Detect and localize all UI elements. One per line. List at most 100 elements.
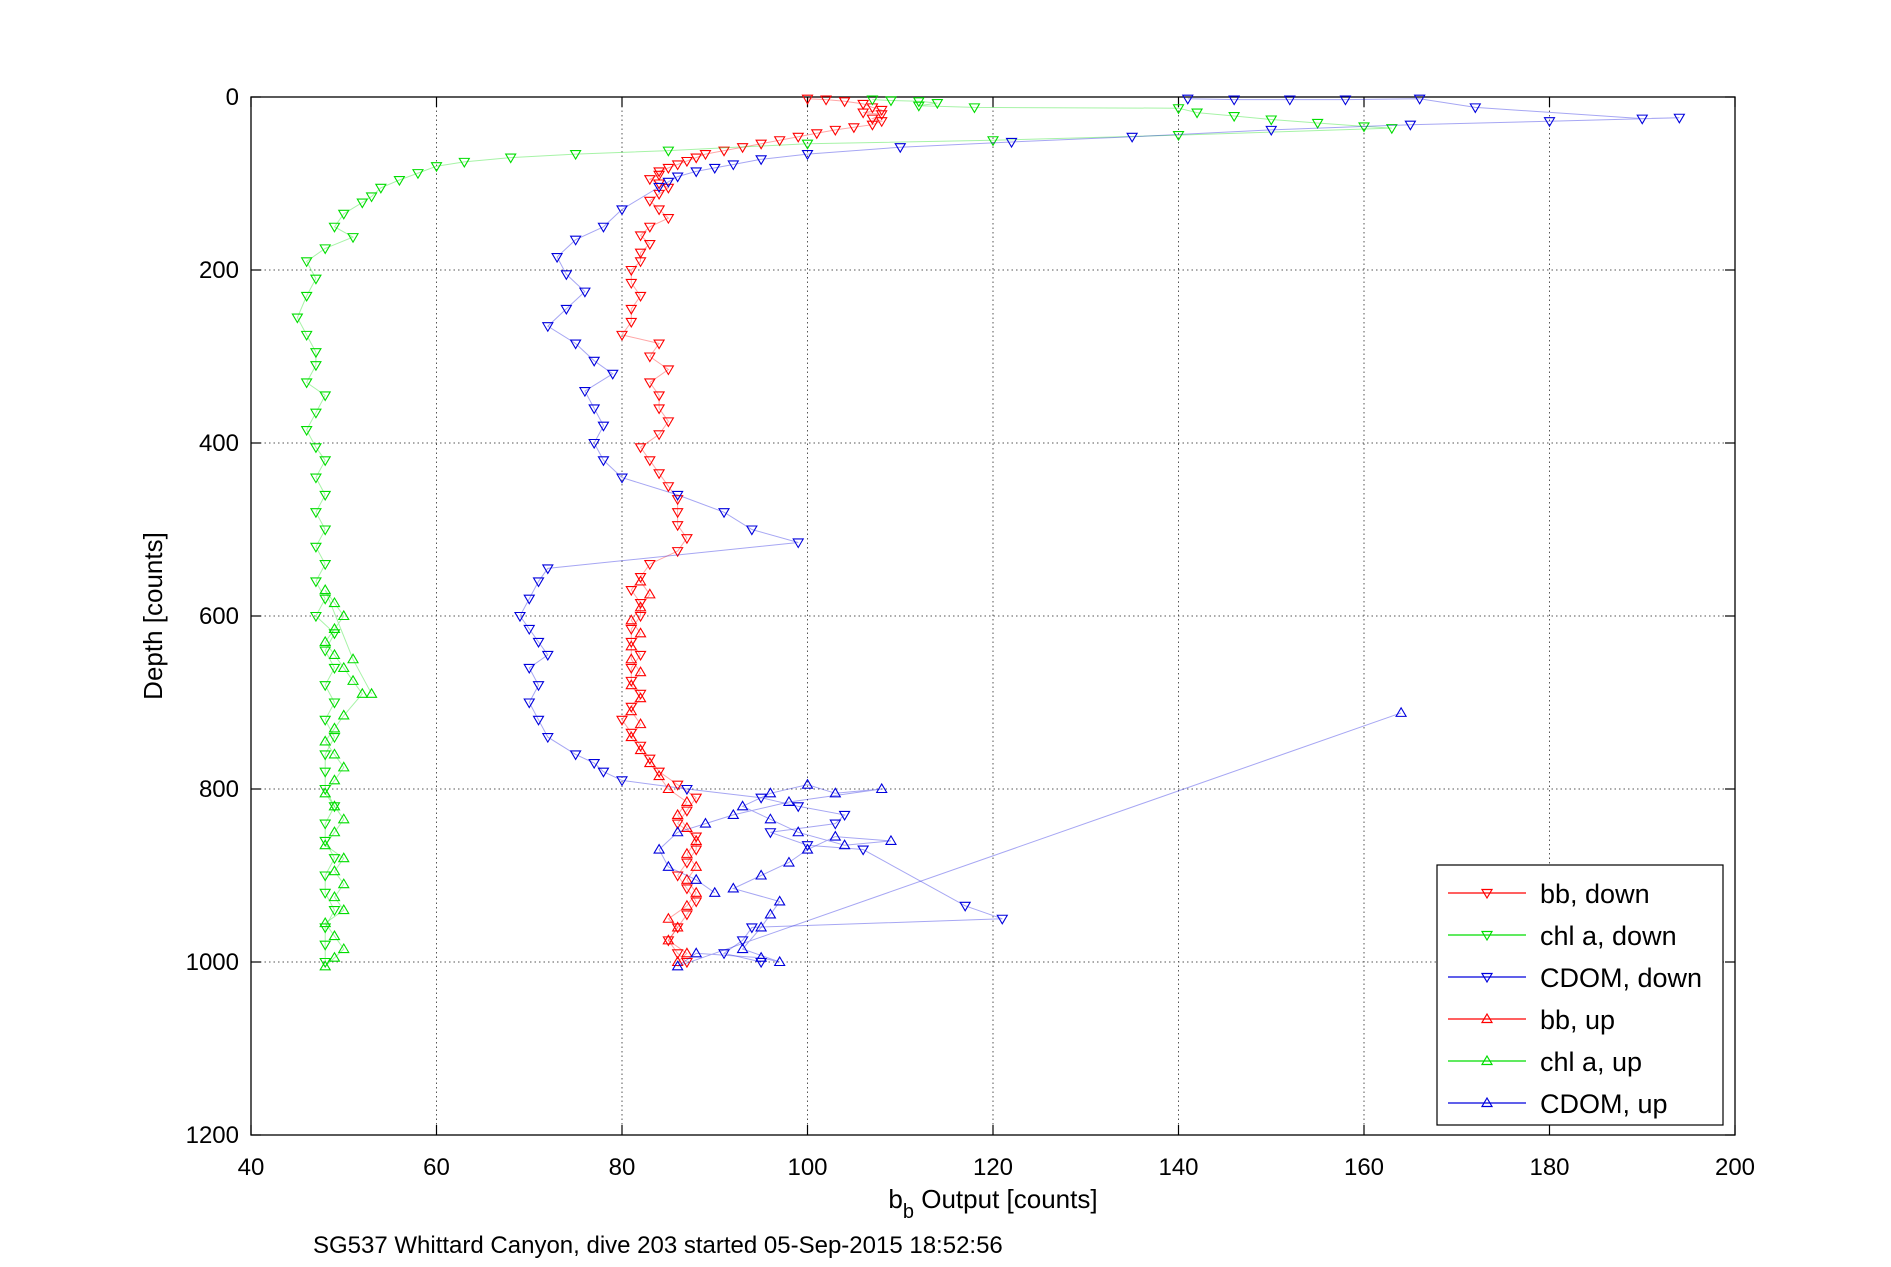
data-point xyxy=(718,508,730,519)
y-tick-label: 1000 xyxy=(186,949,239,976)
data-point xyxy=(625,676,638,687)
data-point xyxy=(653,179,666,190)
data-point xyxy=(356,198,369,209)
data-point xyxy=(625,653,638,664)
data-point xyxy=(1469,103,1482,114)
x-tick-label: 180 xyxy=(1529,1154,1569,1181)
data-point xyxy=(680,534,693,545)
data-point xyxy=(328,826,341,837)
data-point xyxy=(680,806,693,817)
data-point xyxy=(337,942,350,954)
data-point xyxy=(374,183,387,194)
data-point xyxy=(801,150,814,161)
legend-items: bb, down chl a, down CDOM, down bb, up chl a… xyxy=(1448,879,1702,1119)
data-point xyxy=(755,139,768,150)
x-tick-label: 80 xyxy=(609,1154,636,1181)
x-tick-label: 200 xyxy=(1715,1154,1755,1181)
data-point xyxy=(1673,113,1686,124)
data-point xyxy=(801,94,814,105)
data-point xyxy=(634,611,647,623)
data-point xyxy=(690,793,703,804)
data-point xyxy=(634,666,647,677)
data-point xyxy=(328,865,341,876)
data-point xyxy=(736,800,749,811)
data-point xyxy=(560,304,573,316)
data-point xyxy=(634,575,647,586)
y-tick-label: 600 xyxy=(199,603,239,630)
data-point xyxy=(643,756,656,768)
data-point xyxy=(662,163,675,175)
data-point xyxy=(328,698,341,709)
data-point xyxy=(625,317,638,328)
data-point xyxy=(300,257,313,268)
data-point xyxy=(1404,120,1417,131)
data-point xyxy=(690,947,703,958)
data-point xyxy=(616,776,628,787)
data-point xyxy=(319,871,332,882)
data-point xyxy=(625,705,638,716)
data-point xyxy=(365,192,378,203)
data-point xyxy=(727,808,740,820)
data-point xyxy=(690,167,703,178)
data-point xyxy=(671,960,684,971)
data-point xyxy=(643,196,656,207)
data-point xyxy=(866,120,879,131)
data-point xyxy=(782,795,795,807)
data-point xyxy=(690,834,703,845)
data-point xyxy=(365,687,378,698)
x-tick-label: 140 xyxy=(1158,1154,1198,1181)
data-point xyxy=(458,157,471,168)
data-point xyxy=(690,860,703,871)
data-point xyxy=(411,169,424,180)
data-point xyxy=(625,637,638,649)
data-point xyxy=(755,155,768,166)
data-point xyxy=(337,852,350,863)
legend-marker xyxy=(1480,1096,1494,1108)
data-point xyxy=(643,456,656,467)
data-point xyxy=(1636,114,1649,125)
data-point xyxy=(671,160,684,171)
data-point xyxy=(680,957,693,969)
data-point xyxy=(625,728,638,739)
data-point xyxy=(755,957,768,969)
data-point xyxy=(671,808,684,820)
data-point xyxy=(690,845,703,856)
data-point xyxy=(634,718,647,729)
data-point xyxy=(634,248,647,259)
data-point xyxy=(616,473,628,484)
data-point xyxy=(347,653,359,664)
data-point xyxy=(857,99,870,111)
data-point xyxy=(319,525,332,536)
data-point xyxy=(680,910,693,921)
data-point xyxy=(300,425,313,437)
data-point xyxy=(625,731,638,742)
data-point xyxy=(671,490,684,501)
legend-label: CDOM, down xyxy=(1540,963,1702,993)
data-point xyxy=(328,929,341,941)
data-point xyxy=(319,767,332,778)
data-point xyxy=(662,934,675,945)
data-point xyxy=(792,132,805,143)
series-2 xyxy=(514,94,1686,969)
data-point xyxy=(430,162,443,173)
data-point xyxy=(894,143,907,154)
data-point xyxy=(690,897,703,908)
y-tick-label: 0 xyxy=(226,84,239,111)
data-point xyxy=(755,793,768,804)
data-point xyxy=(309,542,322,553)
series-3 xyxy=(625,575,703,967)
data-point xyxy=(347,674,359,685)
series-line xyxy=(519,98,1680,963)
data-series xyxy=(291,94,1686,971)
data-point xyxy=(309,473,322,484)
data-point xyxy=(328,951,341,962)
legend-box xyxy=(1436,864,1724,1126)
data-point xyxy=(680,873,693,884)
data-point xyxy=(680,821,693,832)
data-point xyxy=(1283,95,1296,106)
data-point xyxy=(309,361,322,372)
data-point xyxy=(680,947,693,958)
data-point xyxy=(653,205,666,216)
data-point xyxy=(829,787,842,798)
